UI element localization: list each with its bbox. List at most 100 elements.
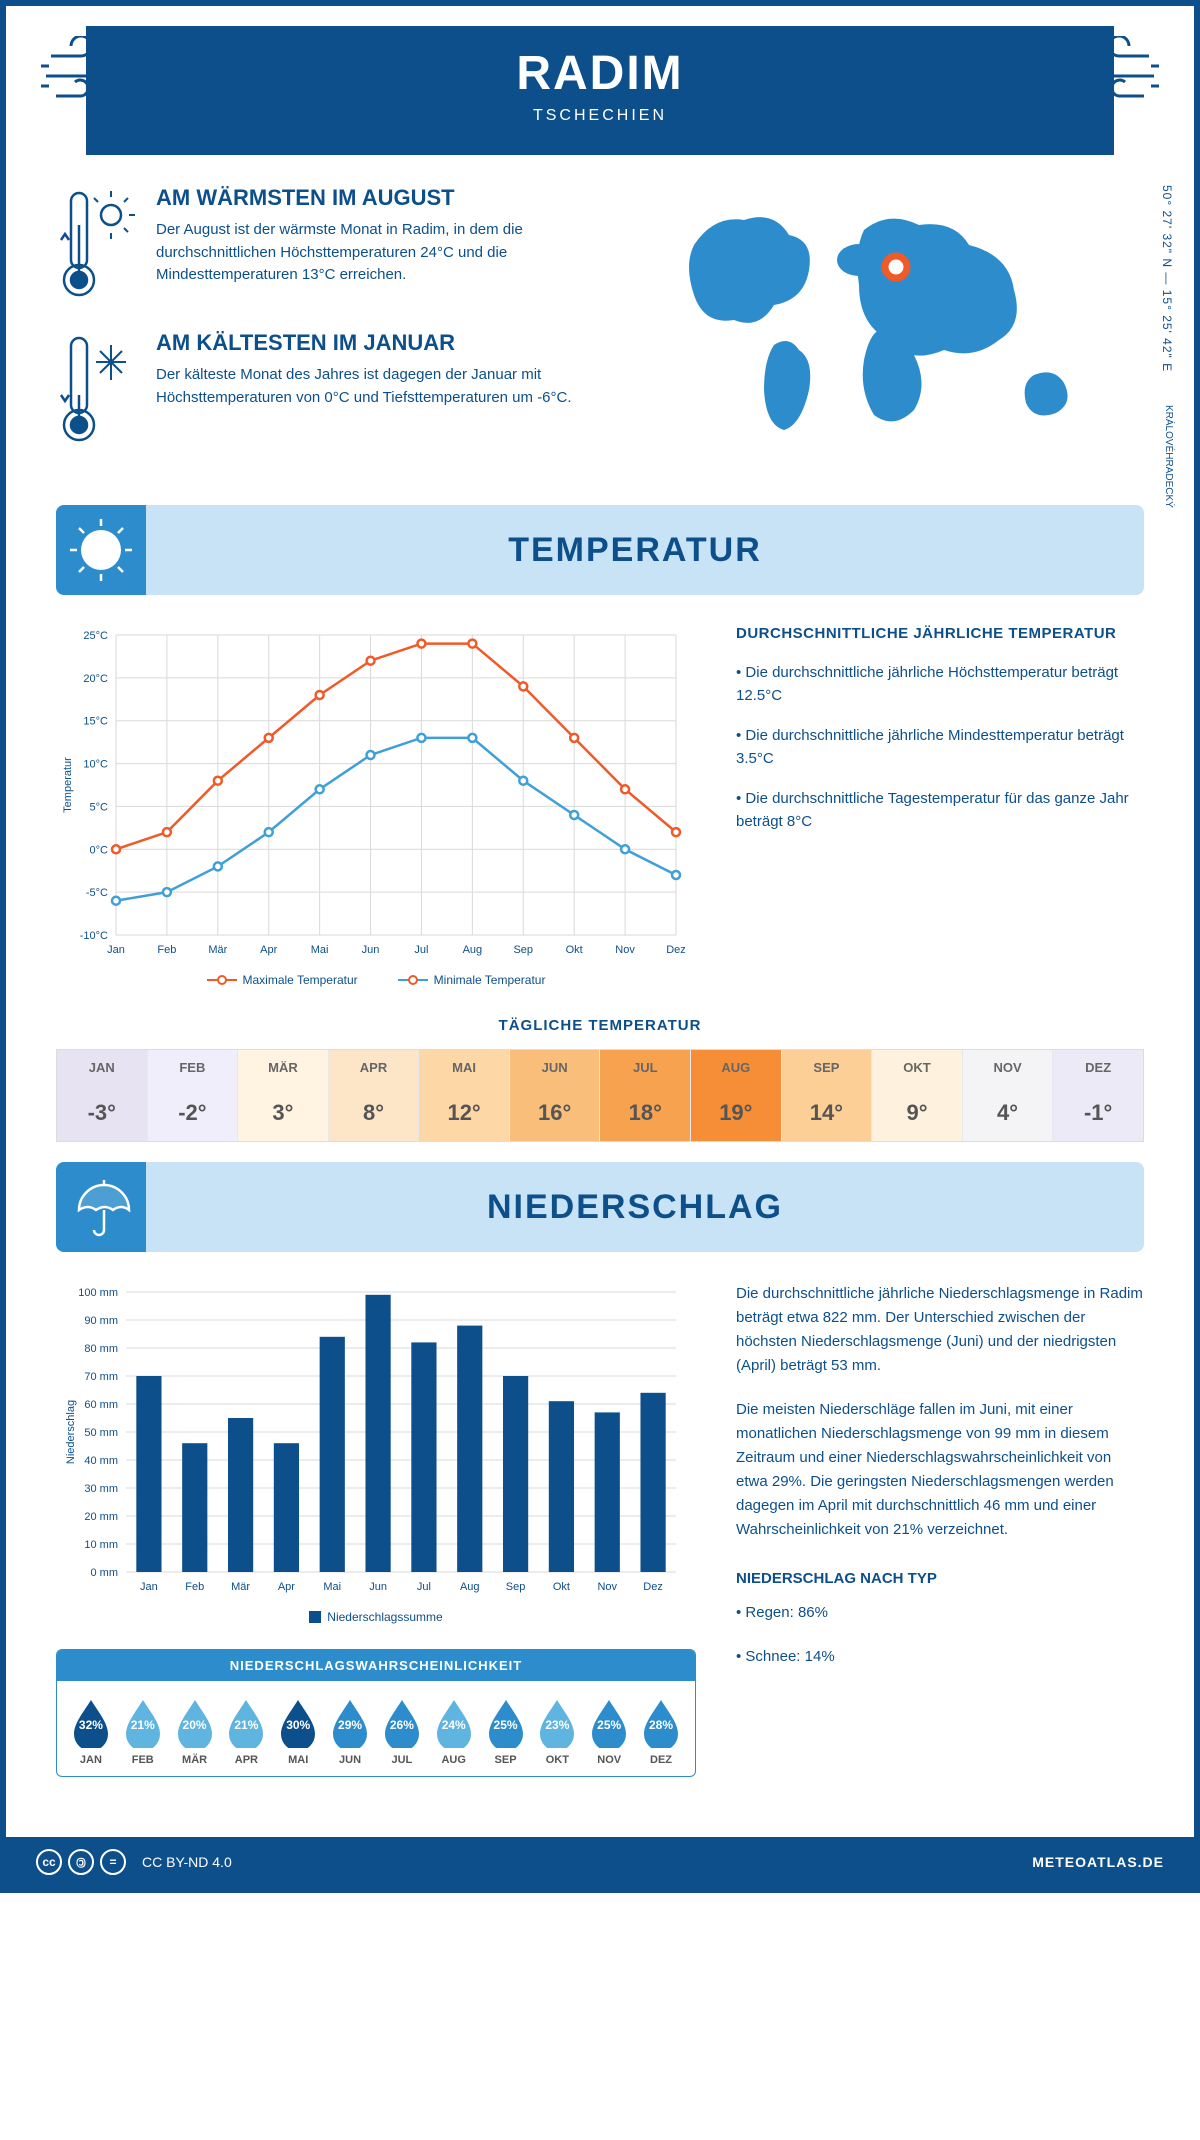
probability-heading: NIEDERSCHLAGSWAHRSCHEINLICHKEIT	[57, 1650, 695, 1681]
svg-text:Dez: Dez	[643, 1581, 663, 1593]
temp-info-heading: DURCHSCHNITTLICHE JÄHRLICHE TEMPERATUR	[736, 625, 1144, 642]
probability-cell: 26%JUL	[376, 1696, 428, 1766]
precip-p1: Die durchschnittliche jährliche Niedersc…	[736, 1282, 1144, 1378]
svg-text:15°C: 15°C	[83, 716, 108, 728]
sun-icon	[66, 515, 136, 585]
svg-text:20 mm: 20 mm	[84, 1511, 118, 1523]
section-title-precipitation: NIEDERSCHLAG	[146, 1188, 1124, 1227]
probability-cell: 29%JUN	[324, 1696, 376, 1766]
probability-cell: 30%MAI	[272, 1696, 324, 1766]
svg-text:-5°C: -5°C	[86, 887, 108, 899]
svg-text:Dez: Dez	[666, 944, 686, 956]
svg-text:90 mm: 90 mm	[84, 1315, 118, 1327]
thermometer-hot-icon	[56, 185, 136, 305]
daily-cell: JUL18°	[600, 1050, 691, 1141]
world-map-icon	[664, 185, 1124, 445]
svg-text:60 mm: 60 mm	[84, 1399, 118, 1411]
precip-p2: Die meisten Niederschläge fallen im Juni…	[736, 1398, 1144, 1542]
svg-text:Jun: Jun	[362, 944, 380, 956]
svg-text:Mär: Mär	[208, 944, 227, 956]
probability-cell: 24%AUG	[428, 1696, 480, 1766]
svg-text:Jun: Jun	[369, 1581, 387, 1593]
probability-cell: 21%APR	[220, 1696, 272, 1766]
precip-type2: • Schnee: 14%	[736, 1645, 1144, 1669]
svg-text:20°C: 20°C	[83, 673, 108, 685]
svg-text:Okt: Okt	[553, 1581, 570, 1593]
svg-text:Jan: Jan	[107, 944, 125, 956]
coordinates: 50° 27' 32" N — 15° 25' 42" E	[1160, 185, 1174, 372]
svg-text:Mai: Mai	[323, 1581, 341, 1593]
warm-heading: AM WÄRMSTEN IM AUGUST	[156, 185, 624, 211]
daily-temperature-table: JAN-3°FEB-2°MÄR3°APR8°MAI12°JUN16°JUL18°…	[56, 1049, 1144, 1142]
probability-cell: 32%JAN	[65, 1696, 117, 1766]
svg-text:Jul: Jul	[414, 944, 428, 956]
daily-cell: JAN-3°	[57, 1050, 148, 1141]
svg-text:-10°C: -10°C	[80, 930, 108, 942]
svg-text:Okt: Okt	[566, 944, 583, 956]
daily-cell: SEP14°	[782, 1050, 873, 1141]
precip-type-heading: NIEDERSCHLAG NACH TYP	[736, 1567, 1144, 1591]
warm-text: Der August ist der wärmste Monat in Radi…	[156, 219, 624, 287]
svg-text:25°C: 25°C	[83, 630, 108, 642]
svg-text:0 mm: 0 mm	[91, 1567, 119, 1579]
svg-text:Sep: Sep	[513, 944, 533, 956]
daily-cell: DEZ-1°	[1053, 1050, 1143, 1141]
svg-text:Jan: Jan	[140, 1581, 158, 1593]
license-text: CC BY-ND 4.0	[142, 1854, 232, 1870]
daily-heading: TÄGLICHE TEMPERATUR	[56, 1017, 1144, 1034]
svg-text:70 mm: 70 mm	[84, 1371, 118, 1383]
umbrella-icon	[69, 1175, 134, 1240]
svg-text:Nov: Nov	[615, 944, 635, 956]
svg-text:80 mm: 80 mm	[84, 1343, 118, 1355]
page-subtitle: TSCHECHIEN	[86, 107, 1114, 125]
svg-text:Mär: Mär	[231, 1581, 250, 1593]
probability-cell: 20%MÄR	[169, 1696, 221, 1766]
temp-info-b2: • Die durchschnittliche jährliche Mindes…	[736, 725, 1144, 770]
probability-cell: 23%OKT	[531, 1696, 583, 1766]
svg-text:Apr: Apr	[260, 944, 277, 956]
region-name: KRÁLOVÉHRADECKÝ	[1163, 405, 1174, 508]
probability-cell: 21%FEB	[117, 1696, 169, 1766]
svg-text:Feb: Feb	[185, 1581, 204, 1593]
license-badge: cc🄯= CC BY-ND 4.0	[36, 1849, 232, 1875]
probability-cell: 25%SEP	[480, 1696, 532, 1766]
svg-text:Apr: Apr	[278, 1581, 295, 1593]
svg-text:10°C: 10°C	[83, 759, 108, 771]
svg-text:40 mm: 40 mm	[84, 1455, 118, 1467]
svg-text:Aug: Aug	[460, 1581, 480, 1593]
daily-cell: APR8°	[329, 1050, 420, 1141]
daily-cell: JUN16°	[510, 1050, 601, 1141]
svg-text:5°C: 5°C	[90, 801, 109, 813]
svg-text:Temperatur: Temperatur	[62, 757, 74, 813]
legend-min: Minimale Temperatur	[434, 973, 546, 987]
temperature-line-chart: -10°C -5°C 0°C 5°C 10°C 15°C 20°C 25°C Jan Feb Mär…	[56, 625, 696, 965]
precip-type1: • Regen: 86%	[736, 1601, 1144, 1625]
probability-cell: 28%DEZ	[635, 1696, 687, 1766]
daily-cell: AUG19°	[691, 1050, 782, 1141]
section-title-temperature: TEMPERATUR	[146, 531, 1124, 570]
svg-text:0°C: 0°C	[90, 844, 109, 856]
svg-text:50 mm: 50 mm	[84, 1427, 118, 1439]
cold-text: Der kälteste Monat des Jahres ist dagege…	[156, 364, 624, 409]
precipitation-bar-chart: 0 mm 10 mm 20 mm 30 mm 40 mm 50 mm 60 mm 70 mm 8…	[56, 1282, 696, 1602]
page-title: RADIM	[86, 46, 1114, 101]
svg-text:100 mm: 100 mm	[78, 1287, 118, 1299]
daily-cell: MAI12°	[419, 1050, 510, 1141]
probability-cell: 25%NOV	[583, 1696, 635, 1766]
svg-text:10 mm: 10 mm	[84, 1539, 118, 1551]
daily-cell: OKT9°	[872, 1050, 963, 1141]
svg-text:Feb: Feb	[157, 944, 176, 956]
probability-grid: 32%JAN21%FEB20%MÄR21%APR30%MAI29%JUN26%J…	[57, 1681, 695, 1776]
thermometer-cold-icon	[56, 330, 136, 450]
svg-text:Jul: Jul	[417, 1581, 431, 1593]
svg-text:Nov: Nov	[597, 1581, 617, 1593]
temp-info-b3: • Die durchschnittliche Tagestemperatur …	[736, 788, 1144, 833]
svg-text:Aug: Aug	[463, 944, 483, 956]
site-name: METEOATLAS.DE	[1032, 1854, 1164, 1870]
cold-heading: AM KÄLTESTEN IM JANUAR	[156, 330, 624, 356]
daily-cell: NOV4°	[963, 1050, 1054, 1141]
svg-text:Mai: Mai	[311, 944, 329, 956]
svg-text:30 mm: 30 mm	[84, 1483, 118, 1495]
svg-text:Niederschlag: Niederschlag	[65, 1400, 77, 1464]
precip-legend: Niederschlagssumme	[327, 1610, 442, 1624]
